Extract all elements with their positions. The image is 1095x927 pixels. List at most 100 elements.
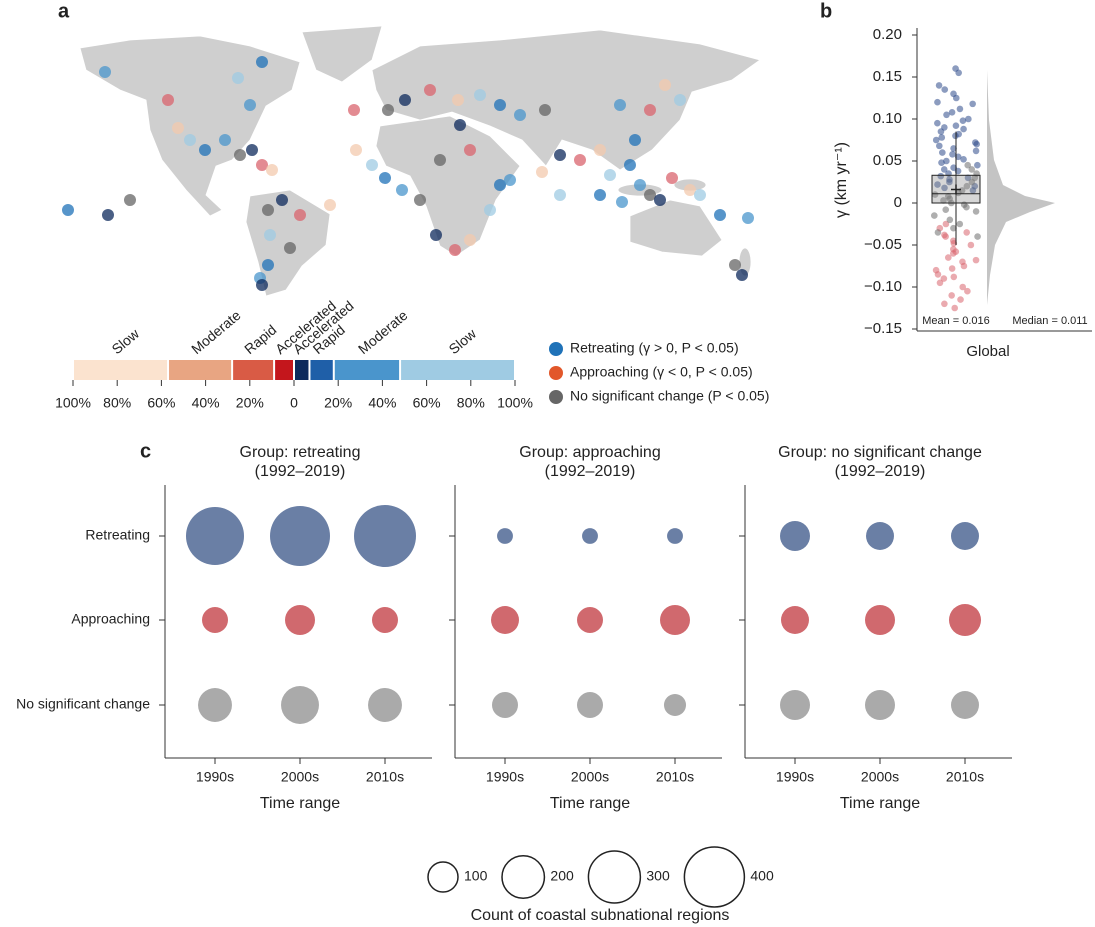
point bbox=[974, 233, 981, 240]
bubble bbox=[865, 605, 895, 635]
map-dot bbox=[219, 134, 231, 146]
map-dot bbox=[464, 234, 476, 246]
x-tick-label: 1990s bbox=[196, 769, 234, 785]
bubble bbox=[866, 522, 894, 550]
point bbox=[941, 231, 948, 239]
colorbar-segment bbox=[169, 360, 232, 380]
map-dot bbox=[262, 259, 274, 271]
point bbox=[931, 212, 938, 219]
point bbox=[972, 208, 980, 215]
legend-swatch bbox=[549, 342, 563, 356]
point bbox=[969, 187, 977, 194]
map-dot bbox=[484, 204, 496, 216]
bubble bbox=[354, 505, 416, 567]
map-dot bbox=[684, 184, 696, 196]
map-dot bbox=[244, 99, 256, 111]
legend-label: Approaching (γ < 0, P < 0.05) bbox=[570, 364, 753, 380]
map-dot bbox=[494, 179, 506, 191]
bubble bbox=[372, 607, 398, 633]
colorbar-segment bbox=[401, 360, 514, 380]
legend-label: Retreating (γ > 0, P < 0.05) bbox=[570, 340, 739, 356]
annotation: Mean = 0.016 bbox=[922, 315, 990, 327]
colorbar-category: Moderate bbox=[188, 307, 244, 357]
map-dot bbox=[434, 154, 446, 166]
x-tick-label: 2010s bbox=[366, 769, 404, 785]
x-tick-label: 60% bbox=[147, 395, 175, 411]
panel-label: b bbox=[820, 0, 832, 22]
land bbox=[79, 35, 301, 217]
x-tick-label: 0 bbox=[290, 395, 298, 411]
map-dot bbox=[454, 119, 466, 131]
x-tick-label: 2010s bbox=[656, 769, 694, 785]
point bbox=[950, 145, 957, 152]
bubble bbox=[281, 686, 319, 724]
map-dot bbox=[199, 144, 211, 156]
chart-title: Group: approaching bbox=[519, 444, 660, 461]
point bbox=[952, 94, 960, 102]
land bbox=[629, 199, 723, 257]
map-dot bbox=[382, 104, 394, 116]
size-legend-circle bbox=[683, 846, 746, 908]
map-dot bbox=[644, 189, 656, 201]
point bbox=[965, 115, 972, 123]
map-dot bbox=[474, 89, 486, 101]
legend-label: No significant change (P < 0.05) bbox=[570, 388, 769, 404]
y-tick-label: No significant change bbox=[16, 696, 150, 712]
x-tick-label: 2000s bbox=[571, 769, 609, 785]
x-tick-label: 80% bbox=[457, 395, 485, 411]
y-tick-label: 0 bbox=[894, 194, 902, 211]
point bbox=[937, 128, 945, 135]
map-dot bbox=[634, 179, 646, 191]
size-legend-label: 400 bbox=[750, 868, 774, 884]
map-dots bbox=[62, 56, 754, 291]
y-tick-label: −0.05 bbox=[864, 236, 902, 253]
x-tick-label: 1990s bbox=[776, 769, 814, 785]
bubble bbox=[951, 691, 979, 719]
bubble bbox=[202, 607, 228, 633]
map-dot bbox=[644, 104, 656, 116]
land bbox=[375, 115, 521, 257]
map-dot bbox=[246, 144, 258, 156]
point bbox=[934, 229, 942, 236]
map-dot bbox=[452, 94, 464, 106]
map-dot bbox=[514, 109, 526, 121]
point bbox=[968, 178, 976, 186]
point bbox=[936, 142, 943, 150]
y-axis-label: γ (km yr⁻¹) bbox=[833, 142, 850, 218]
map-dot bbox=[494, 99, 506, 111]
x-tick-label: 2000s bbox=[861, 769, 899, 785]
size-legend-label: 200 bbox=[550, 868, 574, 884]
point bbox=[954, 153, 962, 161]
point bbox=[938, 134, 946, 141]
map-dot bbox=[124, 194, 136, 206]
point bbox=[956, 220, 964, 228]
size-legend-label: 300 bbox=[646, 868, 670, 884]
size-legend-label: 100 bbox=[464, 868, 488, 884]
point bbox=[950, 273, 958, 281]
y-tick-label: 0.15 bbox=[873, 68, 902, 85]
bubble bbox=[948, 603, 982, 637]
point bbox=[952, 132, 959, 140]
point bbox=[969, 100, 976, 108]
map-dot bbox=[666, 172, 678, 184]
bubble bbox=[781, 606, 809, 634]
map-dot bbox=[234, 149, 246, 161]
point bbox=[948, 265, 956, 272]
bubble bbox=[660, 605, 690, 635]
point bbox=[941, 86, 949, 93]
colorbar-category: Slow bbox=[446, 325, 480, 357]
x-tick-label: 40% bbox=[368, 395, 396, 411]
point bbox=[956, 105, 964, 113]
panel-label: a bbox=[58, 0, 70, 22]
map-dot bbox=[674, 94, 686, 106]
point bbox=[931, 191, 939, 198]
map-dot bbox=[616, 196, 628, 208]
chart-title: Group: retreating bbox=[240, 444, 361, 461]
map-dot bbox=[264, 229, 276, 241]
map-dot bbox=[348, 104, 360, 116]
map-dot bbox=[256, 279, 268, 291]
x-tick-label: 60% bbox=[413, 395, 441, 411]
point bbox=[967, 241, 975, 249]
point bbox=[948, 292, 955, 299]
